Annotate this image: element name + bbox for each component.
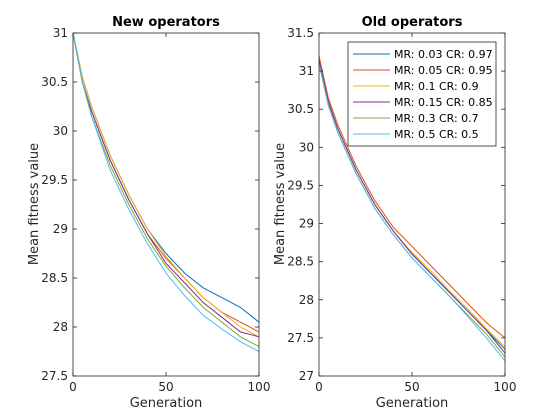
series-line-5 xyxy=(72,32,260,348)
y-tick-label: 30.5 xyxy=(41,75,68,89)
y-axis-label: Mean fitness value xyxy=(27,143,42,265)
y-tick-label: 30 xyxy=(53,124,68,138)
chart-title: Old operators xyxy=(362,15,463,30)
x-axis-label: Generation xyxy=(376,396,449,411)
panel-old-operators: Old operators Generation Mean fitness va… xyxy=(273,15,516,411)
y-tick-label: 30 xyxy=(299,140,314,154)
series-lines xyxy=(72,32,260,352)
y-tick-label: 29 xyxy=(53,222,68,236)
series-line-1 xyxy=(72,32,260,323)
y-tick-label: 27 xyxy=(299,369,314,383)
y-tick-label: 28.5 xyxy=(287,255,314,269)
y-tick-label: 28 xyxy=(299,293,314,307)
panel-new-operators: New operators Generation Mean fitness va… xyxy=(27,15,270,411)
series-line-4 xyxy=(72,32,260,338)
y-axis-label: Mean fitness value xyxy=(273,143,288,265)
series-line-3 xyxy=(72,32,260,338)
y-tick-label: 28.5 xyxy=(41,271,68,285)
legend-entry: MR: 0.03 CR: 0.97 xyxy=(394,48,493,61)
series-line-6 xyxy=(318,63,506,362)
x-tick-label: 50 xyxy=(404,380,419,394)
legend-entry: MR: 0.1 CR: 0.9 xyxy=(394,80,479,93)
series-lines xyxy=(318,55,506,362)
y-tick-label: 27.5 xyxy=(41,369,68,383)
y-tick-label: 30.5 xyxy=(287,102,314,116)
legend-entry: MR: 0.05 CR: 0.95 xyxy=(394,64,493,77)
legend-entry: MR: 0.3 CR: 0.7 xyxy=(394,112,479,125)
series-line-2 xyxy=(72,32,260,333)
y-tick-label: 28 xyxy=(53,320,68,334)
y-tick-label: 31.5 xyxy=(287,26,314,40)
y-tick-label: 29 xyxy=(299,217,314,231)
legend: MR: 0.03 CR: 0.97 MR: 0.05 CR: 0.95 MR: 0.… xyxy=(347,41,497,147)
x-axis-label: Generation xyxy=(130,396,203,411)
x-tick-label: 0 xyxy=(69,380,77,394)
y-tick-label: 29.5 xyxy=(41,173,68,187)
legend-box xyxy=(347,41,497,147)
chart-title: New operators xyxy=(112,15,220,30)
y-tick-label: 29.5 xyxy=(287,178,314,192)
legend-entry: MR: 0.5 CR: 0.5 xyxy=(394,128,479,141)
y-tick-label: 31 xyxy=(53,26,68,40)
y-tick-label: 27.5 xyxy=(287,331,314,345)
series-line-6 xyxy=(72,32,260,352)
y-tick-label: 31 xyxy=(299,64,314,78)
x-tick-label: 100 xyxy=(248,380,271,394)
x-tick-label: 100 xyxy=(494,380,517,394)
series-line-2 xyxy=(318,55,506,339)
x-tick-label: 50 xyxy=(158,380,173,394)
x-tick-label: 0 xyxy=(315,380,323,394)
legend-entry: MR: 0.15 CR: 0.85 xyxy=(394,96,493,109)
series-line-4 xyxy=(318,59,506,354)
